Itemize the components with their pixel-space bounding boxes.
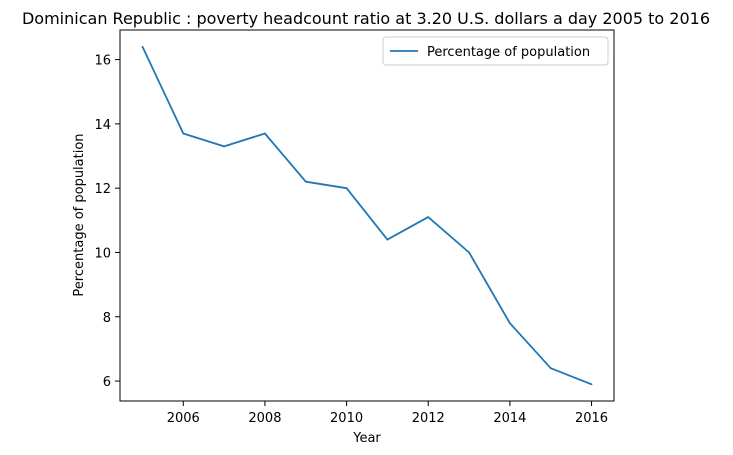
- data-point: [590, 383, 593, 386]
- data-point: [223, 145, 226, 148]
- plot-area-frame: [119, 29, 615, 402]
- data-point: [549, 367, 552, 370]
- x-tick-label: 2006: [167, 411, 200, 426]
- y-tick-label: 6: [103, 375, 111, 390]
- x-tick-label: 2012: [412, 411, 445, 426]
- data-point: [182, 132, 185, 135]
- y-tick-label: 8: [103, 311, 111, 326]
- y-axis-label: Percentage of population: [72, 133, 87, 296]
- y-tick-label: 10: [94, 246, 111, 261]
- y-tick-label: 14: [94, 118, 111, 133]
- data-point: [427, 216, 430, 219]
- series-layer: [141, 45, 593, 386]
- data-point: [304, 180, 307, 183]
- data-point: [508, 322, 511, 325]
- data-point: [264, 132, 266, 135]
- y-tick-label: 12: [94, 182, 111, 197]
- legend-box: [382, 36, 609, 66]
- x-tick-label: 2008: [248, 411, 281, 426]
- x-axis: 2006 2008 2010 2012 2014 2016: [167, 401, 608, 426]
- x-tick-label: 2014: [493, 411, 526, 426]
- chart-title: Dominican Republic : poverty headcount r…: [22, 9, 710, 28]
- data-point: [468, 251, 470, 254]
- legend: Percentage of population: [382, 36, 609, 66]
- legend-label: Percentage of population: [427, 45, 590, 60]
- data-point: [386, 238, 389, 241]
- x-tick-label: 2016: [575, 411, 608, 426]
- x-tick-label: 2010: [330, 411, 363, 426]
- series-line: [141, 46, 592, 386]
- y-axis: 6 8 10 12 14 16: [94, 54, 120, 390]
- data-point: [141, 45, 144, 48]
- x-axis-label: Year: [352, 431, 381, 446]
- data-point: [345, 187, 348, 190]
- y-tick-label: 16: [94, 54, 111, 69]
